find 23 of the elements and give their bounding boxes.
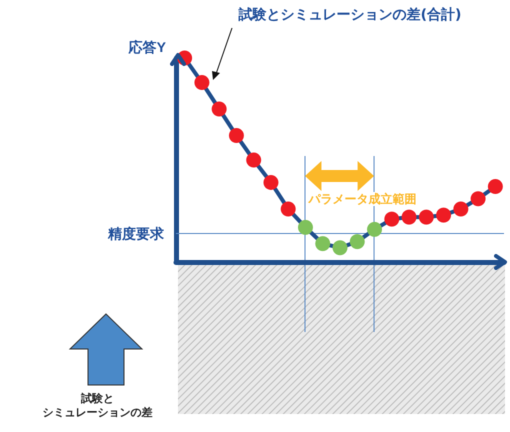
- point: [263, 174, 278, 190]
- point: [470, 191, 486, 206]
- point: [228, 128, 244, 144]
- point: [488, 179, 503, 194]
- point: [280, 201, 296, 216]
- point: [332, 240, 348, 256]
- point: [436, 208, 452, 223]
- text: 試験とシミュレーションの差: [42, 392, 154, 420]
- point: [194, 74, 210, 90]
- point: [212, 102, 227, 116]
- annotation: パラメータ成立範囲: [307, 192, 418, 206]
- point: [350, 234, 365, 250]
- point: [315, 236, 330, 252]
- point: [418, 210, 434, 225]
- text: 試験とシミュレーションの差(合計): [237, 6, 462, 24]
- point: [246, 152, 262, 168]
- y-axis-title: 応答Y: [128, 39, 167, 55]
- point: [384, 212, 400, 227]
- point: [298, 220, 313, 235]
- point: [453, 201, 468, 216]
- point: [367, 222, 382, 237]
- point: [402, 210, 417, 225]
- ref-line-label: 精度要求: [107, 225, 165, 242]
